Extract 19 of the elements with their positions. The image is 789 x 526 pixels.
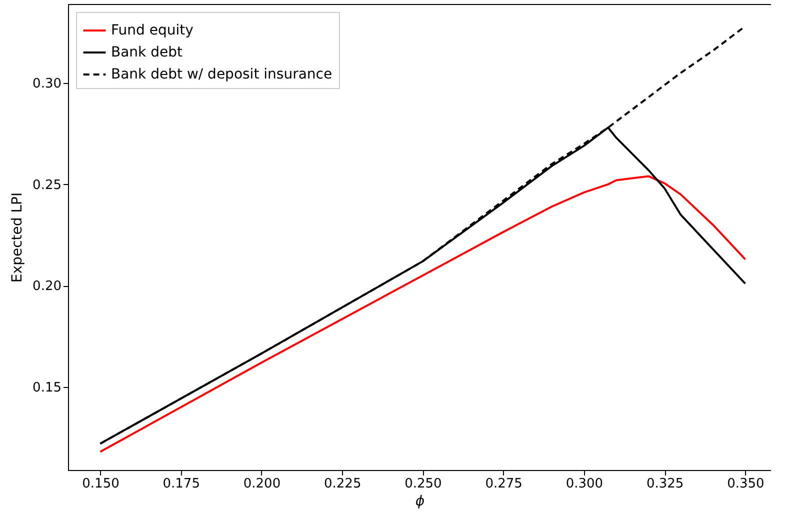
x-tick-label: 0.225 (324, 476, 362, 492)
y-axis-title: Expected LPI (10, 192, 26, 283)
x-axis-title: ϕ (415, 494, 425, 510)
line-series (99, 175, 746, 453)
legend-label: Bank debt w/ deposit insurance (111, 66, 332, 82)
legend-label: Bank debt (111, 44, 183, 60)
x-tick-label: 0.175 (162, 476, 200, 492)
y-tick-label: 0.15 (32, 380, 62, 396)
x-tick-label: 0.350 (727, 476, 764, 492)
x-tick-label: 0.150 (82, 476, 120, 492)
x-tick-label: 0.325 (646, 476, 684, 492)
x-tick-label: 0.275 (485, 476, 522, 492)
y-tick-label: 0.30 (32, 76, 62, 92)
legend-label: Fund equity (111, 22, 194, 38)
x-tick-label: 0.200 (243, 476, 281, 492)
x-tick-label: 0.250 (404, 476, 442, 492)
y-tick-label: 0.20 (32, 279, 62, 294)
y-tick-label: 0.25 (32, 178, 62, 193)
x-tick-label: 0.300 (566, 476, 604, 492)
